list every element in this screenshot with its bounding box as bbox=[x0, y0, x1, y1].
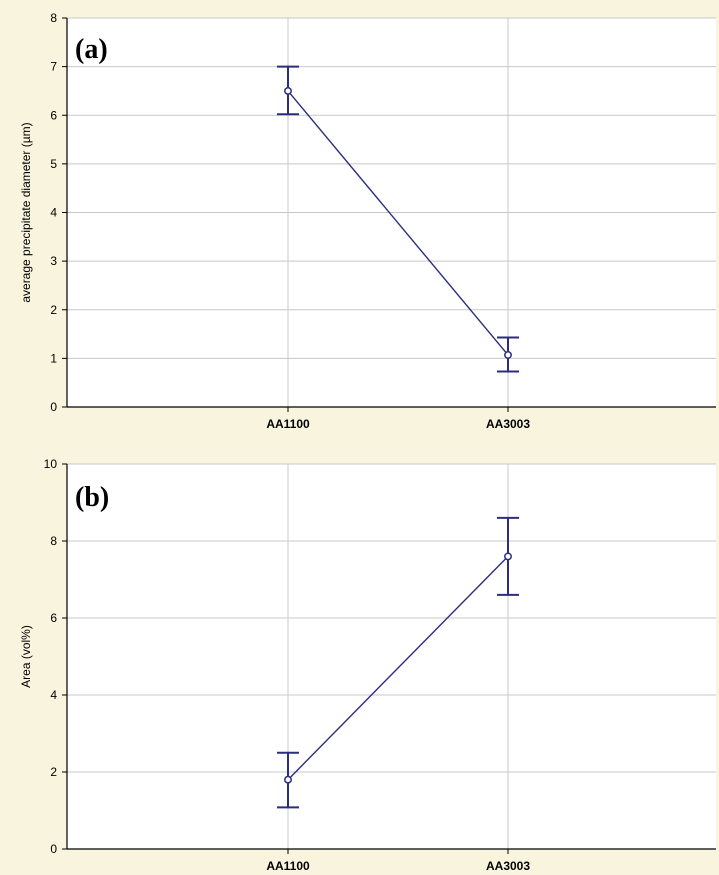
y-axis-title: average precipitate diameter (µm) bbox=[19, 122, 33, 302]
x-category-label: AA1100 bbox=[266, 859, 310, 873]
y-tick-label: 2 bbox=[50, 303, 57, 317]
y-tick-label: 6 bbox=[50, 611, 57, 625]
chart-panel-b: 0 2 4 6 8 10 AA1100 AA3003 Area (vol%) (b) bbox=[19, 457, 716, 873]
y-tick-label: 0 bbox=[50, 842, 57, 856]
panel-label: (a) bbox=[75, 34, 108, 65]
y-tick-label: 8 bbox=[50, 11, 57, 25]
y-tick-label: 4 bbox=[50, 688, 57, 702]
series-line bbox=[287, 90, 509, 356]
y-tick-label: 6 bbox=[50, 108, 57, 122]
y-tick-label: 2 bbox=[50, 765, 57, 779]
y-tick-label: 5 bbox=[50, 157, 57, 171]
plot-area bbox=[67, 464, 716, 849]
data-point bbox=[284, 775, 292, 784]
y-axis-title: Area (vol%) bbox=[19, 625, 33, 688]
series-line bbox=[287, 555, 509, 781]
data-point bbox=[284, 86, 292, 95]
y-tick-label: 7 bbox=[50, 60, 57, 74]
y-tick-label: 3 bbox=[50, 254, 57, 268]
y-tick-label: 0 bbox=[50, 400, 57, 414]
y-tick-label: 8 bbox=[50, 534, 57, 548]
y-tick-label: 4 bbox=[50, 206, 57, 220]
x-category-label: AA3003 bbox=[486, 417, 530, 431]
y-tick-label: 1 bbox=[50, 351, 57, 365]
y-tick-label: 10 bbox=[44, 457, 58, 471]
x-category-label: AA3003 bbox=[486, 859, 530, 873]
panel-label: (b) bbox=[75, 482, 109, 513]
data-point bbox=[504, 351, 512, 359]
x-category-label: AA1100 bbox=[266, 417, 310, 431]
chart-panel-a: 0 1 2 3 4 5 6 7 8 AA1100 AA3003 average precipitate… bbox=[19, 11, 716, 431]
data-point bbox=[504, 552, 512, 561]
